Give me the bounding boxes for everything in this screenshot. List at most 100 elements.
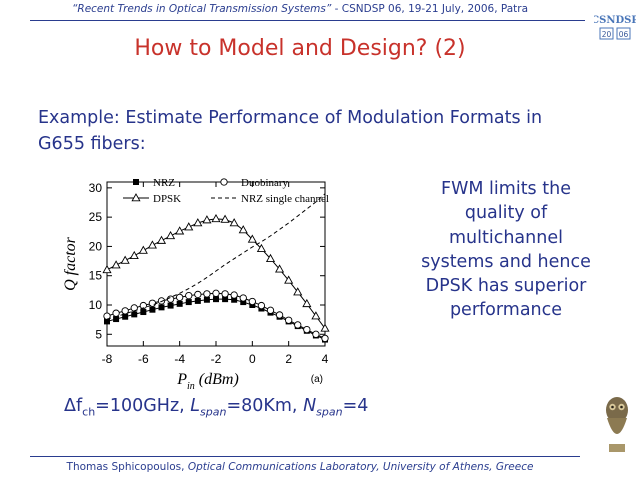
data-point-2 <box>184 222 194 231</box>
y-tick-label: 15 <box>89 269 103 283</box>
x-tick-label: -4 <box>174 352 185 366</box>
data-point-1 <box>285 316 293 324</box>
x-axis-label: Pin (dBm) <box>176 371 239 392</box>
param-l-value: =80Km, <box>226 396 304 416</box>
data-point-0 <box>149 306 156 313</box>
data-point-0 <box>203 296 210 303</box>
x-tick-label: 2 <box>285 352 292 366</box>
series-line-0 <box>106 298 326 341</box>
slide-footer: Thomas Sphicopoulos, Optical Communicati… <box>0 461 600 473</box>
data-point-2 <box>202 215 212 224</box>
panel-label: (a) <box>311 374 323 385</box>
data-point-2 <box>311 311 321 320</box>
data-point-0 <box>104 318 110 325</box>
data-point-2 <box>102 264 112 274</box>
data-point-2 <box>175 226 185 235</box>
param-df-symbol: Δf <box>64 396 83 416</box>
slide-header: “Recent Trends in Optical Transmission S… <box>0 3 600 15</box>
footer-divider <box>30 456 580 457</box>
data-point-1 <box>166 295 175 303</box>
data-point-1 <box>221 290 229 298</box>
data-point-1 <box>103 312 111 320</box>
param-n-value: =4 <box>342 396 369 416</box>
data-point-1 <box>203 290 211 298</box>
data-point-2 <box>238 225 248 234</box>
logo-year-left: 20 <box>602 30 612 39</box>
series-line-2 <box>106 218 326 329</box>
conclusion-text: FWM limits the quality of multichannel s… <box>421 179 591 321</box>
x-tick-label: -8 <box>102 352 113 366</box>
x-tick-label: 0 <box>249 352 256 366</box>
param-n-sub: span <box>316 405 343 419</box>
y-tick-label: 10 <box>89 298 103 312</box>
data-point-0 <box>122 313 129 320</box>
data-point-2 <box>265 253 276 262</box>
header-venue: - CSNDSP 06, 19-21 July, 2006, Patra <box>331 3 529 15</box>
data-point-1 <box>266 306 275 314</box>
data-point-1 <box>121 307 129 315</box>
data-point-0 <box>158 304 165 311</box>
data-point-0 <box>113 316 120 323</box>
data-point-1 <box>139 301 147 310</box>
data-point-2 <box>193 218 203 227</box>
data-point-0 <box>185 299 192 306</box>
data-point-1 <box>112 309 120 317</box>
data-point-2 <box>129 250 139 260</box>
data-point-2 <box>138 245 148 254</box>
data-point-1 <box>194 290 202 299</box>
y-axis-label: Q factor <box>62 236 79 291</box>
legend-marker-2 <box>131 193 141 202</box>
data-point-0 <box>167 302 174 309</box>
data-point-2 <box>293 287 303 296</box>
data-point-1 <box>157 297 166 305</box>
data-point-2 <box>229 218 239 227</box>
data-point-0 <box>131 311 138 318</box>
data-point-1 <box>212 289 220 297</box>
param-l-symbol: L <box>190 396 201 416</box>
data-point-2 <box>166 230 176 240</box>
plot-frame <box>106 181 326 347</box>
data-point-0 <box>194 297 201 304</box>
data-point-2 <box>247 234 257 243</box>
data-point-0 <box>222 296 229 303</box>
param-df-value: =100GHz, <box>95 396 191 416</box>
legend-label-0: NRZ <box>153 177 175 189</box>
data-point-2 <box>111 260 121 269</box>
x-tick-label: -2 <box>211 352 222 366</box>
data-point-0 <box>140 309 147 316</box>
csndsp-logo-icon: CSNDSP 20 06 <box>594 15 636 40</box>
legend-label-1: Duobinary <box>241 177 289 189</box>
header-conference-title: “Recent Trends in Optical Transmission S… <box>71 3 332 15</box>
x-axis-label-main: P <box>176 371 187 388</box>
data-point-2 <box>147 240 157 249</box>
data-point-1 <box>303 325 311 334</box>
x-axis-label-unit: (dBm) <box>195 371 239 388</box>
y-tick-label: 5 <box>95 327 102 341</box>
x-tick-label: 4 <box>322 352 329 366</box>
y-tick-label: 20 <box>89 239 103 253</box>
x-axis-label-sub: in <box>187 381 195 392</box>
data-point-1 <box>230 291 238 299</box>
data-point-0 <box>176 300 183 307</box>
data-point-1 <box>321 334 329 343</box>
legend-label-3: NRZ single channel <box>241 193 329 205</box>
data-point-1 <box>312 330 320 338</box>
x-tick-label: -6 <box>138 352 149 366</box>
data-point-0 <box>213 296 219 303</box>
logo-name: CSNDSP <box>594 15 636 26</box>
param-l-sub: span <box>200 405 227 419</box>
simulation-parameters: Δfch=100GHz, Lspan=80Km, Nspan=4 <box>64 396 368 419</box>
series-line-3 <box>106 193 326 320</box>
param-df-sub: ch <box>82 405 96 419</box>
y-tick-label: 30 <box>89 181 103 195</box>
data-point-1 <box>294 321 302 329</box>
param-n-symbol: N <box>303 396 317 416</box>
data-point-1 <box>239 294 247 302</box>
example-text: Example: Estimate Performance of Modulat… <box>38 108 543 154</box>
footer-lab: Optical Communications Laboratory, Unive… <box>187 461 534 473</box>
data-point-2 <box>284 275 294 284</box>
data-point-2 <box>211 213 221 223</box>
data-point-2 <box>320 323 330 332</box>
data-point-1 <box>185 291 193 300</box>
logo-year-right: 06 <box>619 30 629 39</box>
